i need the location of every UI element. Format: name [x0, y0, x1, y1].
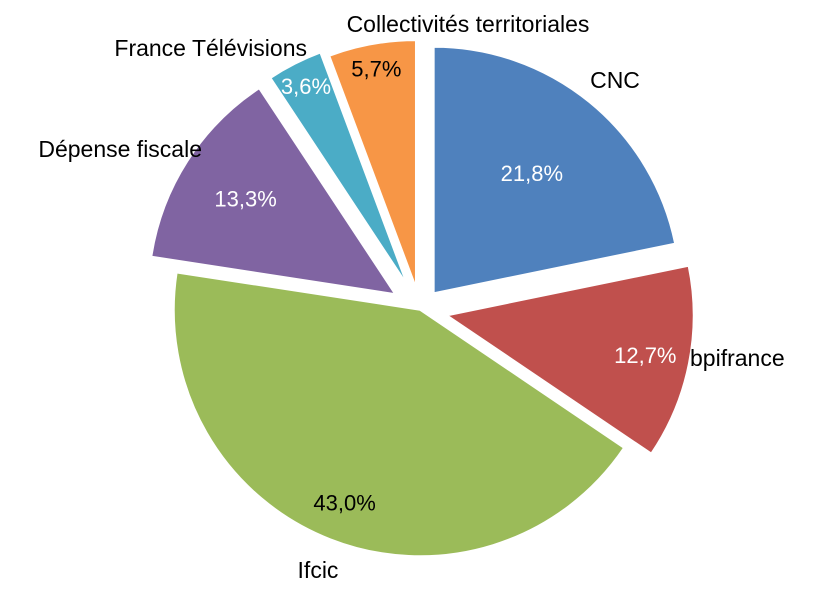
category-label-france-televisions: France Télévisions	[114, 35, 307, 61]
value-label-ifcic: 43,0%	[313, 490, 375, 515]
pie-slice-collectivites-territoriales	[328, 39, 417, 287]
category-labels: CNC bpifrance Ifcic Dépense fiscale France T…	[38, 11, 784, 583]
category-label-cnc: CNC	[590, 67, 640, 93]
category-label-ifcic: Ifcic	[298, 557, 339, 583]
value-label-bpifrance: 12,7%	[614, 343, 676, 368]
category-label-collectivites-territoriales: Collectivités territoriales	[347, 11, 590, 37]
pie-slice-bpifrance	[445, 265, 695, 455]
category-label-bpifrance: bpifrance	[690, 345, 785, 371]
pie-slice-france-televisions	[269, 51, 408, 284]
value-labels: 21,8% 12,7% 43,0% 13,3% 3,6% 5,7%	[214, 57, 676, 516]
pie-slices	[150, 39, 695, 557]
pie-slice-ifcic	[173, 271, 625, 557]
value-label-france-televisions: 3,6%	[281, 74, 331, 99]
pie-slice-cnc	[433, 46, 676, 294]
value-label-depense-fiscale: 13,3%	[214, 186, 276, 211]
value-label-collectivites-territoriales: 5,7%	[351, 57, 401, 82]
value-label-cnc: 21,8%	[501, 161, 563, 186]
pie-slice-depense-fiscale	[150, 87, 397, 295]
category-label-depense-fiscale: Dépense fiscale	[38, 136, 202, 162]
